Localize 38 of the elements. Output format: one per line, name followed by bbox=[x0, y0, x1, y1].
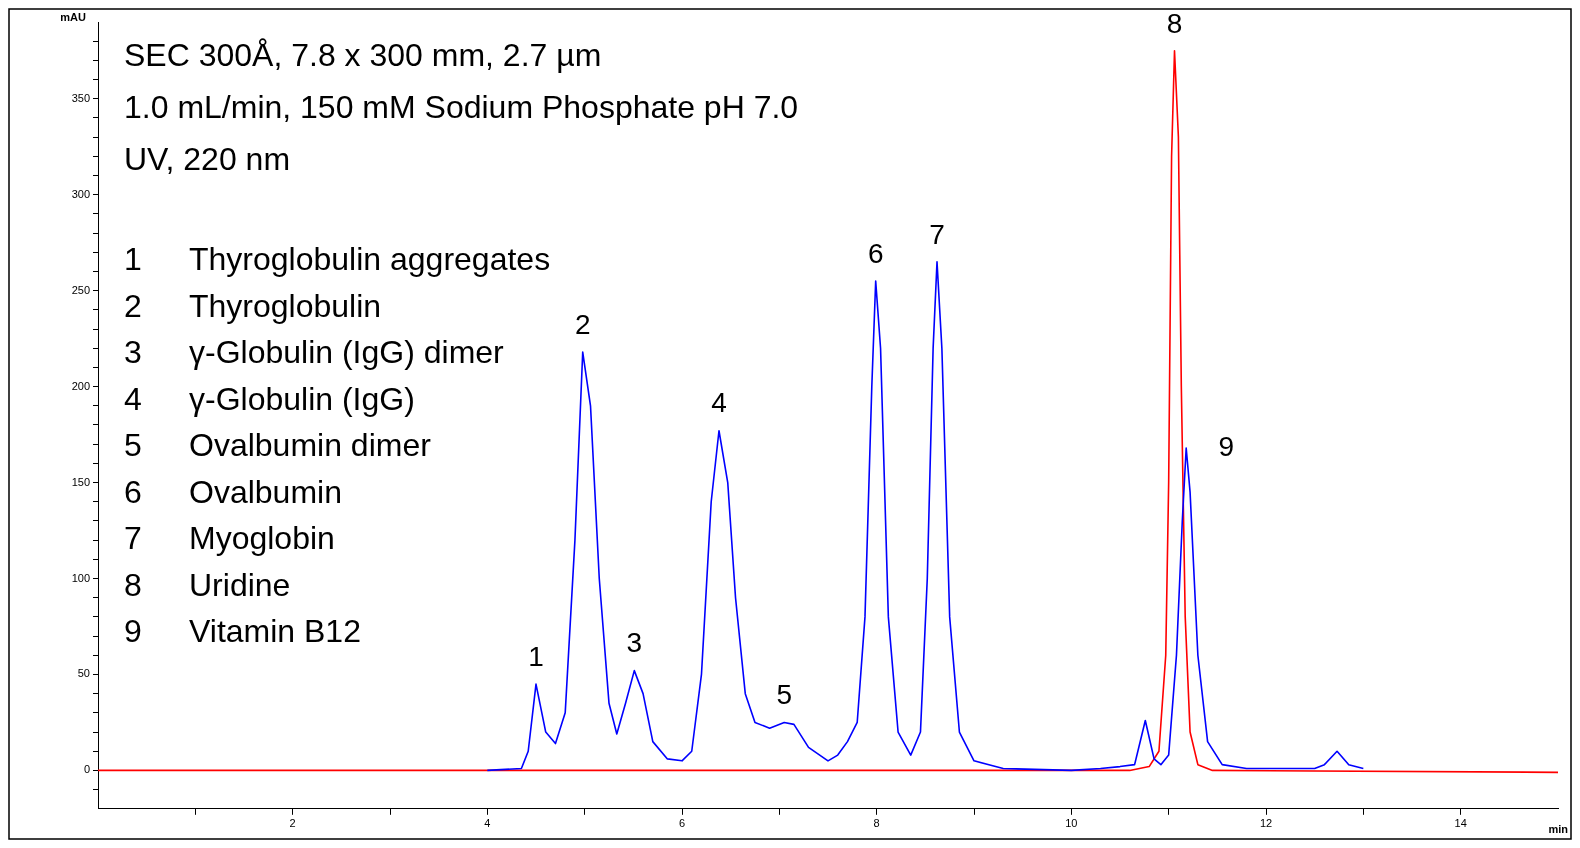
y-tick-label: 150 bbox=[71, 475, 90, 488]
text: 2 Thyroglobulin bbox=[124, 287, 382, 324]
text: 4 γ-Globulin (IgG) bbox=[124, 380, 415, 417]
x-tick-label: 14 bbox=[1454, 817, 1467, 830]
annotation: 9 bbox=[1218, 430, 1234, 462]
annotation: UV, 220 nm bbox=[124, 141, 291, 177]
text: 7 Myoglobin bbox=[124, 520, 335, 556]
annotation: 8 bbox=[1166, 7, 1183, 39]
y-tick-label: 350 bbox=[71, 91, 90, 104]
annotation: 4 bbox=[711, 387, 727, 419]
x-tick-label: 6 bbox=[678, 817, 686, 830]
x-tick-label: 2 bbox=[289, 817, 296, 830]
annotation: 3 bbox=[626, 627, 643, 659]
annotation: 5 bbox=[776, 679, 792, 711]
x-tick-label: 12 bbox=[1259, 817, 1273, 830]
text: 1.0 mL/min, 150 mM Sodium Phosphate pH 7.0 bbox=[124, 89, 799, 125]
text: SEC 300Å, 7.8 x 300 mm, 2.7 µm bbox=[124, 37, 602, 73]
text: 5 Ovalbumin dimer bbox=[124, 427, 431, 463]
y-tick-label: 300 bbox=[71, 187, 90, 200]
y-axis-title: mAU bbox=[60, 10, 87, 23]
y-tick-label: 200 bbox=[71, 379, 90, 392]
text: 8 Uridine bbox=[124, 566, 291, 603]
text: 1 Thyroglobulin aggregates bbox=[124, 241, 551, 277]
text: 6 Ovalbumin bbox=[124, 473, 342, 510]
x-tick-label: 10 bbox=[1065, 817, 1078, 830]
x-tick-label: 4 bbox=[484, 817, 491, 830]
y-tick-label: 0 bbox=[83, 763, 90, 776]
text: 3 γ-Globulin (IgG) dimer bbox=[124, 334, 504, 370]
y-tick-label: 100 bbox=[71, 571, 90, 584]
annotation: 7 bbox=[929, 218, 945, 250]
y-tick-label: 250 bbox=[71, 283, 90, 296]
annotation: 1 bbox=[528, 640, 544, 672]
annotation: 2 bbox=[574, 308, 591, 340]
x-axis-title: min bbox=[1548, 823, 1569, 836]
x-tick-label: 8 bbox=[873, 817, 880, 830]
annotation: 6 bbox=[867, 237, 884, 269]
y-tick-label: 50 bbox=[77, 667, 90, 680]
text: 9 Vitamin B12 bbox=[124, 613, 361, 649]
